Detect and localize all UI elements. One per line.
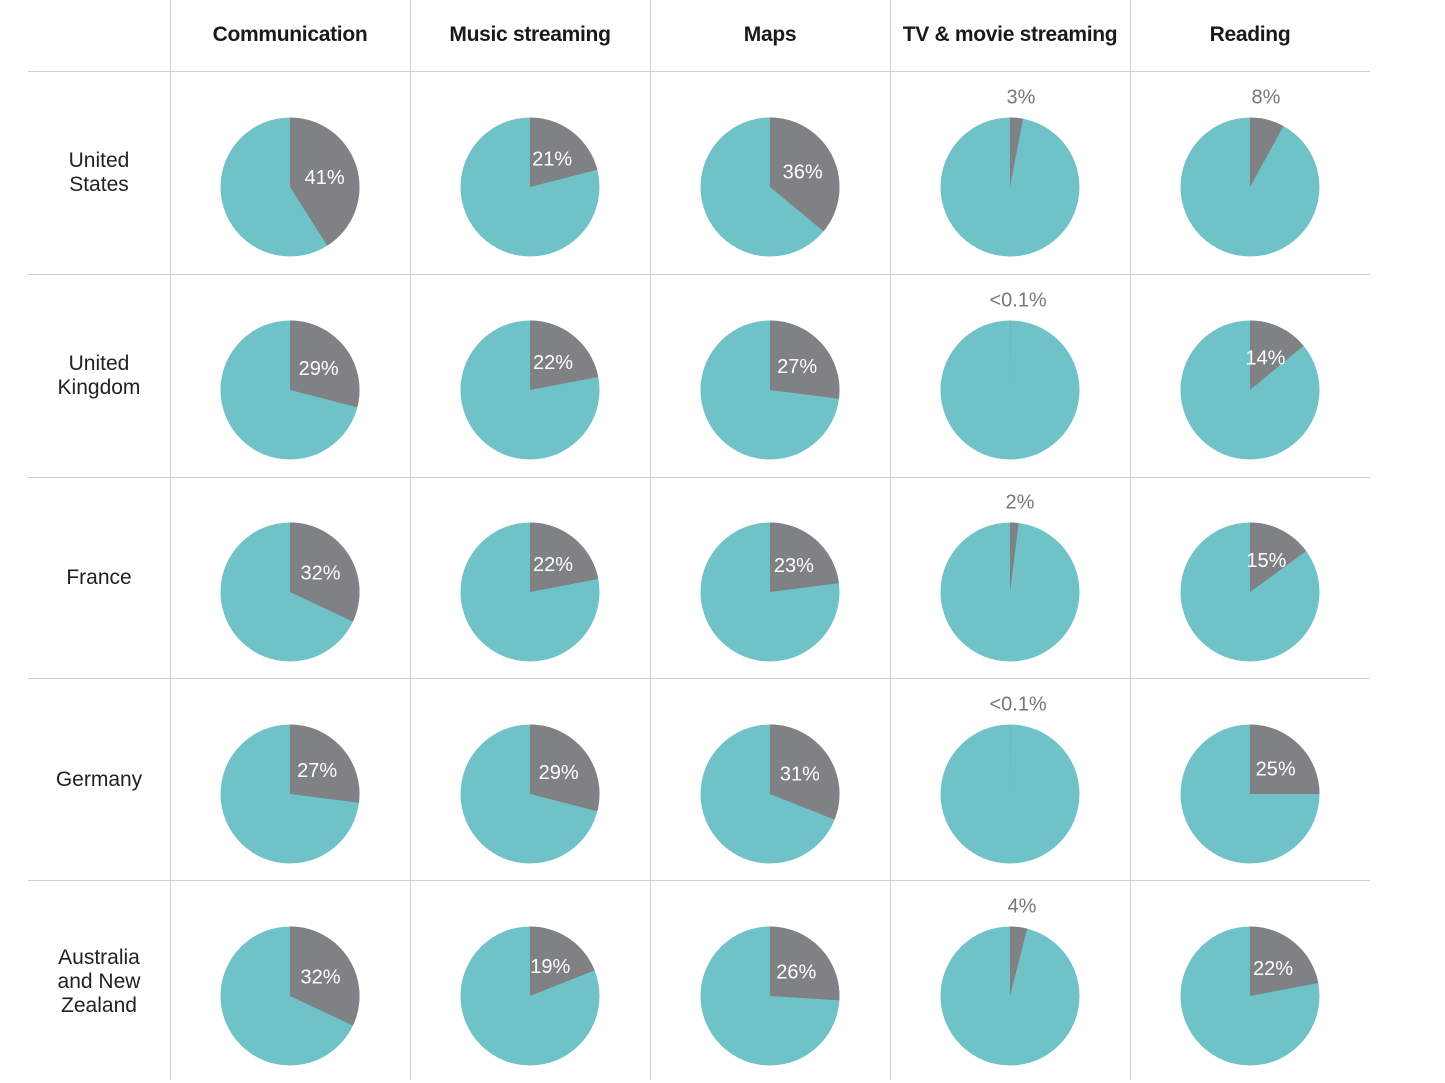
pie-chart: 22% [410, 275, 650, 477]
pie-chart: 27% [170, 679, 410, 881]
pie-cell: <0.1% [890, 275, 1130, 477]
pie-chart: 29% [170, 275, 410, 477]
pie-chart: 2% [890, 477, 1130, 679]
pie-cell: 22% [410, 275, 650, 477]
pie-chart: 19% [410, 881, 650, 1083]
pie-value-label: 23% [774, 555, 814, 577]
pie-cell: 36% [650, 72, 890, 274]
pie-value-label: 41% [305, 167, 345, 189]
pie-chart: 32% [170, 881, 410, 1083]
pie-value-label: 27% [297, 760, 337, 782]
pie-chart: 23% [650, 477, 890, 679]
row-label: Germany [28, 679, 170, 881]
pie-chart: 25% [1130, 679, 1370, 881]
column-header: Music streaming [410, 0, 650, 70]
pie-value-label: <0.1% [989, 290, 1046, 312]
pie-chart: 14% [1130, 275, 1370, 477]
pie-value-label: 19% [530, 956, 570, 978]
pie-value-label: 22% [533, 554, 573, 576]
pie-value-label: 32% [300, 563, 340, 585]
pie-value-label: 31% [780, 764, 820, 786]
pie-chart: 31% [650, 679, 890, 881]
pie-chart: 29% [410, 679, 650, 881]
column-header: Communication [170, 0, 410, 70]
pie-value-label: 22% [533, 352, 573, 374]
pie-cell: 23% [650, 477, 890, 679]
pie-cell: 21% [410, 72, 650, 274]
pie-chart: 27% [650, 275, 890, 477]
pie-value-label: 4% [1008, 896, 1037, 918]
pie-cell: 15% [1130, 477, 1370, 679]
pie-value-label: 25% [1256, 758, 1296, 780]
pie-cell: 32% [170, 881, 410, 1083]
pie-cell: 29% [170, 275, 410, 477]
pie-cell: 41% [170, 72, 410, 274]
pie-value-label: 27% [777, 356, 817, 378]
pie-chart: 15% [1130, 477, 1370, 679]
pie-value-label: 21% [532, 148, 572, 170]
pie-cell: 8% [1130, 72, 1370, 274]
pie-cell: 3% [890, 72, 1130, 274]
pie-cell: 29% [410, 679, 650, 881]
pie-cell: 26% [650, 881, 890, 1083]
pie-cell: 22% [1130, 881, 1370, 1083]
pie-cell: 32% [170, 477, 410, 679]
pie-value-label: 36% [783, 162, 823, 184]
pie-chart: 32% [170, 477, 410, 679]
pie-chart: 22% [410, 477, 650, 679]
pie-chart: 22% [1130, 881, 1370, 1083]
column-header: Maps [650, 0, 890, 70]
pie-value-label: 26% [776, 961, 816, 983]
pie-cell: 27% [170, 679, 410, 881]
row-label: Australia and New Zealand [28, 881, 170, 1083]
pie-value-label: 2% [1006, 492, 1035, 514]
pie-chart: 36% [650, 72, 890, 274]
pie-value-label: 15% [1246, 550, 1286, 572]
pie-cell: 2% [890, 477, 1130, 679]
pie-cell: 25% [1130, 679, 1370, 881]
column-header: TV & movie streaming [890, 0, 1130, 70]
pie-value-label: <0.1% [989, 694, 1046, 716]
pie-chart: 4% [890, 881, 1130, 1083]
row-label: United States [28, 72, 170, 274]
pie-value-label: 29% [539, 762, 579, 784]
row-label: United Kingdom [28, 275, 170, 477]
pie-cell: 31% [650, 679, 890, 881]
column-header: Reading [1130, 0, 1370, 70]
pie-chart: 26% [650, 881, 890, 1083]
row-label: France [28, 477, 170, 679]
pie-cell: 27% [650, 275, 890, 477]
pie-value-label: 3% [1007, 87, 1036, 109]
pie-cell: 22% [410, 477, 650, 679]
pie-cell: 14% [1130, 275, 1370, 477]
pie-value-label: 22% [1253, 958, 1293, 980]
pie-chart: <0.1% [890, 275, 1130, 477]
pie-chart: 41% [170, 72, 410, 274]
pie-chart: 8% [1130, 72, 1370, 274]
pie-value-label: 14% [1245, 347, 1285, 369]
pie-chart: 21% [410, 72, 650, 274]
pie-value-label: 32% [300, 967, 340, 989]
pie-chart: <0.1% [890, 679, 1130, 881]
pie-cell: 19% [410, 881, 650, 1083]
pie-value-label: 29% [299, 358, 339, 380]
pie-cell: <0.1% [890, 679, 1130, 881]
pie-chart: 3% [890, 72, 1130, 274]
pie-cell: 4% [890, 881, 1130, 1083]
pie-value-label: 8% [1252, 87, 1281, 109]
